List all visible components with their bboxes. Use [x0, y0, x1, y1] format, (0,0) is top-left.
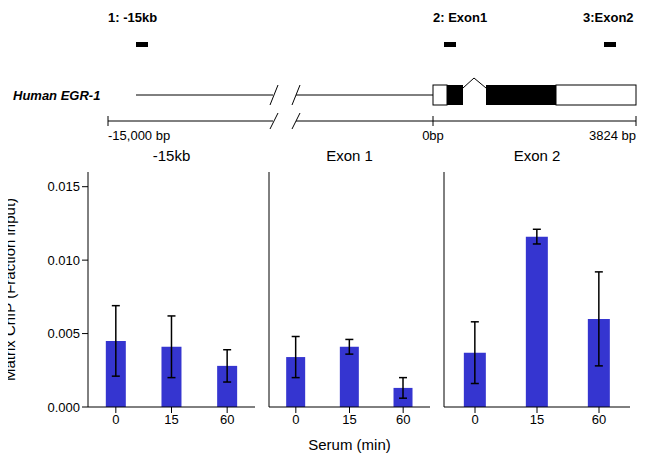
- svg-text:0bp: 0bp: [422, 128, 444, 143]
- html-text:-15kb: -15kb: [152, 147, 191, 164]
- svg-text:Serum (min): Serum (min): [308, 436, 391, 453]
- svg-text:Human EGR-1: Human EGR-1: [13, 88, 100, 103]
- svg-text:1: -15kb: 1: -15kb: [108, 10, 157, 25]
- svg-text:15: 15: [164, 412, 178, 427]
- svg-text:0.005: 0.005: [47, 326, 80, 341]
- svg-text:60: 60: [220, 412, 234, 427]
- svg-text:-15,000 bp: -15,000 bp: [108, 128, 170, 143]
- html-text:Exon 2: Exon 2: [513, 147, 561, 164]
- svg-text:Matrix ChIP (Fraction input): Matrix ChIP (Fraction input): [8, 198, 18, 381]
- svg-text:0.015: 0.015: [47, 179, 80, 194]
- svg-text:0: 0: [471, 412, 478, 427]
- svg-text:3824 bp: 3824 bp: [589, 128, 636, 143]
- svg-text:0: 0: [292, 412, 299, 427]
- svg-text:60: 60: [592, 412, 606, 427]
- svg-text:60: 60: [396, 412, 410, 427]
- svg-text:0.000: 0.000: [47, 400, 80, 415]
- svg-text:15: 15: [530, 412, 544, 427]
- svg-text:0.010: 0.010: [47, 253, 80, 268]
- svg-text:3:Exon2: 3:Exon2: [583, 10, 634, 25]
- svg-text:15: 15: [342, 412, 356, 427]
- svg-text:2: Exon1: 2: Exon1: [433, 10, 487, 25]
- html-text:Exon 1: Exon 1: [326, 147, 373, 164]
- svg-text:0: 0: [112, 412, 119, 427]
